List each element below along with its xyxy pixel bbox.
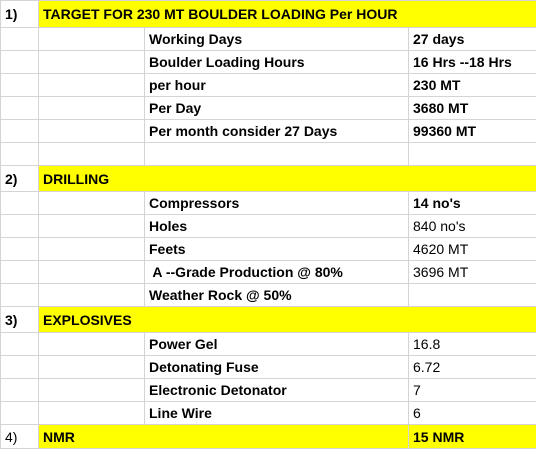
row-label: Holes [144, 214, 409, 238]
row-value: 16.8 [408, 332, 536, 356]
row-value: 6 [408, 401, 536, 425]
row-label: per hour [144, 73, 409, 97]
row-label: Per Day [144, 96, 409, 120]
row-label: Feets [144, 237, 409, 261]
section-header-nmr: 4) NMR 15 NMR [0, 424, 536, 449]
section-header-explosives: 3) EXPLOSIVES [0, 306, 536, 333]
row-value: 14 no's [408, 191, 536, 215]
table-row: Working Days 27 days [0, 27, 536, 51]
row-label: Compressors [144, 191, 409, 215]
table-row: Holes 840 no's [0, 214, 536, 238]
row-label: Working Days [144, 27, 409, 51]
section-title: EXPLOSIVES [38, 306, 536, 333]
row-value: 6.72 [408, 355, 536, 379]
section-title: NMR [38, 424, 409, 449]
section-title: TARGET FOR 230 MT BOULDER LOADING Per HO… [38, 0, 536, 28]
row-value: 4620 MT [408, 237, 536, 261]
table-row: Boulder Loading Hours 16 Hrs --18 Hrs [0, 50, 536, 74]
row-label: Electronic Detonator [144, 378, 409, 402]
section-number: 4) [0, 424, 39, 449]
row-value [408, 283, 536, 307]
table-row: Weather Rock @ 50% [0, 283, 536, 307]
nmr-value: 15 NMR [408, 424, 536, 449]
row-label: Weather Rock @ 50% [144, 283, 409, 307]
row-value: 3680 MT [408, 96, 536, 120]
table-row: Electronic Detonator 7 [0, 378, 536, 402]
row-value: 27 days [408, 27, 536, 51]
table-row: Per Day 3680 MT [0, 96, 536, 120]
section-number: 2) [0, 165, 39, 192]
empty-row [0, 142, 536, 166]
row-label: Power Gel [144, 332, 409, 356]
row-value: 16 Hrs --18 Hrs [408, 50, 536, 74]
row-label: Boulder Loading Hours [144, 50, 409, 74]
data-table: 1) TARGET FOR 230 MT BOULDER LOADING Per… [0, 0, 536, 449]
row-label: Line Wire [144, 401, 409, 425]
table-row: Per month consider 27 Days 99360 MT [0, 119, 536, 143]
section-header-drilling: 2) DRILLING [0, 165, 536, 192]
table-row: Detonating Fuse 6.72 [0, 355, 536, 379]
row-label: Detonating Fuse [144, 355, 409, 379]
row-value: 3696 MT [408, 260, 536, 284]
table-row: Feets 4620 MT [0, 237, 536, 261]
row-value: 230 MT [408, 73, 536, 97]
table-row: Compressors 14 no's [0, 191, 536, 215]
row-label: A --Grade Production @ 80% [144, 260, 409, 284]
section-title: DRILLING [38, 165, 536, 192]
row-value: 840 no's [408, 214, 536, 238]
table-row: Power Gel 16.8 [0, 332, 536, 356]
section-number: 1) [0, 0, 39, 28]
table-row: per hour 230 MT [0, 73, 536, 97]
section-header-target: 1) TARGET FOR 230 MT BOULDER LOADING Per… [0, 0, 536, 28]
table-row: Line Wire 6 [0, 401, 536, 425]
row-value: 7 [408, 378, 536, 402]
row-label: Per month consider 27 Days [144, 119, 409, 143]
row-value: 99360 MT [408, 119, 536, 143]
table-row: A --Grade Production @ 80% 3696 MT [0, 260, 536, 284]
section-number: 3) [0, 306, 39, 333]
